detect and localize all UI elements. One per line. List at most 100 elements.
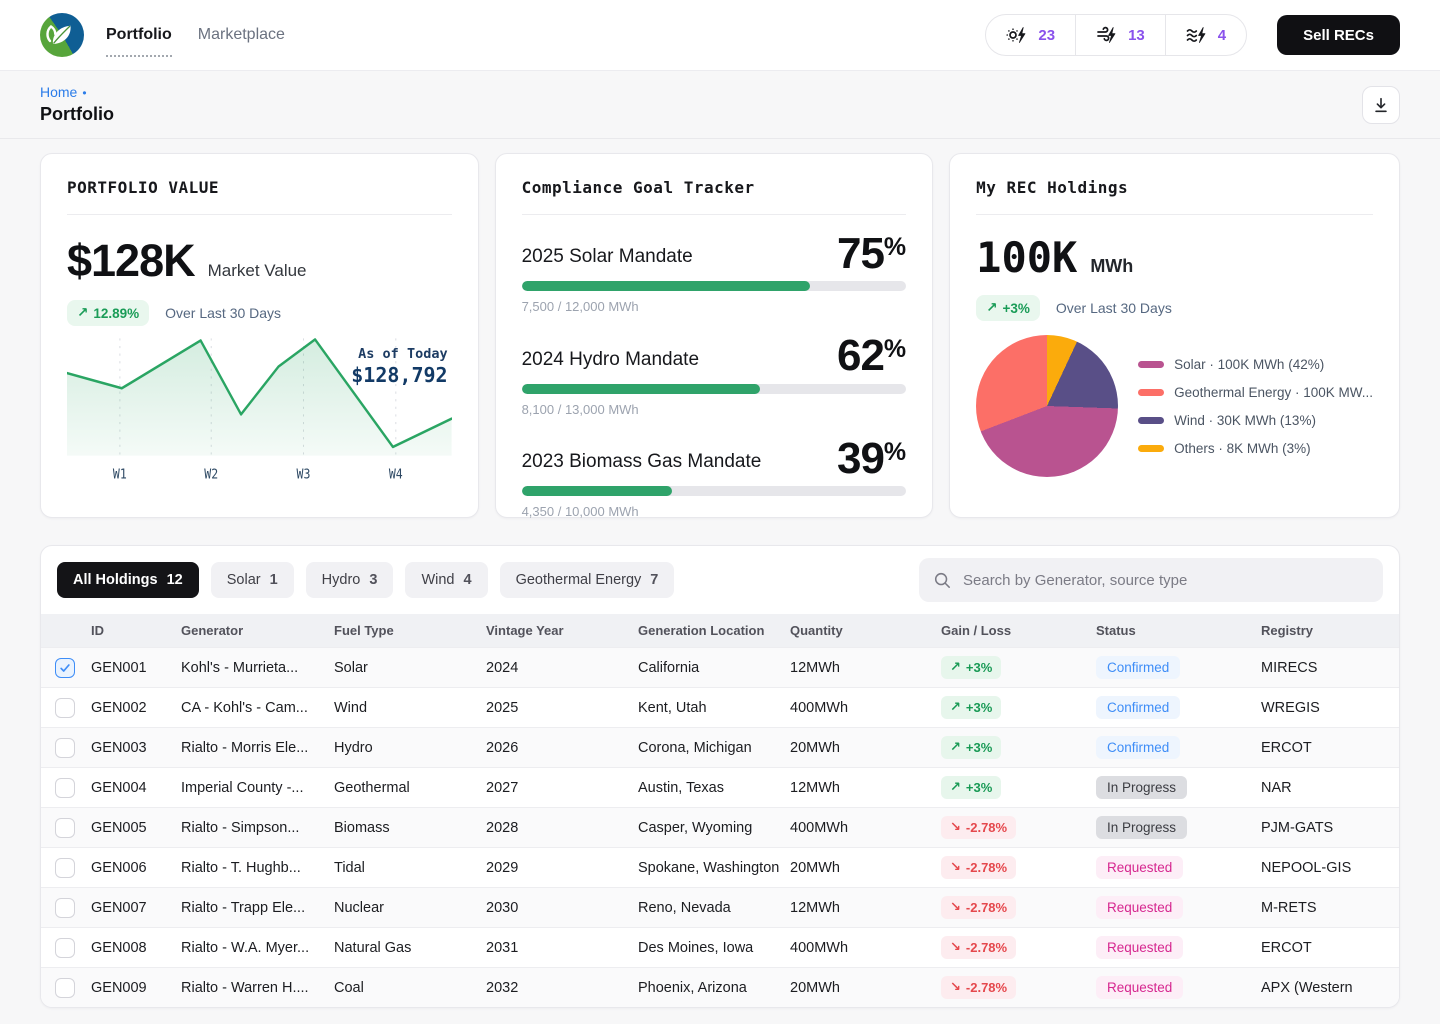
holdings-table-card: All Holdings 12 Solar 1 Hydro 3 Wind 4 Geotherma… (40, 545, 1400, 1008)
cell-quantity: 12MWh (790, 899, 840, 916)
mandate-progress-bar (521, 486, 907, 497)
table-row-gen009[interactable]: GEN009 Rialto - Warren H.... Coal 2032 P… (41, 967, 1399, 1007)
page-title: Portfolio (40, 104, 114, 124)
cell-fuel-type: Wind (334, 699, 368, 716)
cell-vintage-year: 2030 (486, 899, 519, 916)
annotation-value: $128,792 (351, 363, 448, 387)
table-row-gen006[interactable]: GEN006 Rialto - T. Hughb... Tidal 2029 S… (41, 847, 1399, 887)
table-filter-row: All Holdings 12 Solar 1 Hydro 3 Wind 4 Geotherma… (41, 546, 1399, 614)
gain-loss-badge: ↘ -2.78% (941, 856, 1017, 879)
portfolio-line-chart: W1 W2 W3 W4 As of Today $128,792 (67, 334, 452, 486)
status-badge: Confirmed (1096, 656, 1181, 679)
row-checkbox[interactable] (55, 977, 75, 998)
divider (976, 214, 1373, 215)
cell-vintage-year: 2028 (486, 819, 519, 836)
filter-chip-wind[interactable]: Wind 4 (405, 562, 488, 598)
mandate-detail: 7,500 / 12,000 MWh (521, 299, 639, 315)
row-checkbox[interactable] (55, 697, 75, 718)
cell-location: Casper, Wyoming (638, 819, 753, 836)
row-checkbox[interactable] (55, 937, 75, 958)
chart-annotation: As of Today $128,792 (351, 346, 447, 387)
cell-quantity: 20MWh (790, 859, 840, 876)
trending-down-icon: ↘ (950, 820, 961, 835)
gain-loss-badge: ↘ -2.78% (941, 936, 1017, 959)
gain-loss-badge: ↗ +3% (941, 696, 1002, 719)
cell-quantity: 400MWh (790, 699, 849, 716)
filter-chip-geothermal-energy[interactable]: Geothermal Energy 7 (499, 562, 675, 598)
table-row-gen005[interactable]: GEN005 Rialto - Simpson... Biomass 2028 … (41, 807, 1399, 847)
table-row-gen004[interactable]: GEN004 Imperial County -... Geothermal 2… (41, 767, 1399, 807)
market-value-label: Market Value (207, 261, 307, 280)
trend-badge: ↗ 12.89% (67, 300, 150, 326)
cell-quantity: 12MWh (790, 659, 840, 676)
status-badge: Confirmed (1096, 696, 1181, 719)
search-input[interactable] (961, 570, 1369, 590)
gain-loss-badge: ↗ +3% (941, 736, 1002, 759)
row-checkbox[interactable] (55, 737, 75, 758)
nav-tab-marketplace[interactable]: Marketplace (197, 26, 285, 43)
row-checkbox[interactable] (55, 817, 75, 838)
card-title: PORTFOLIO VALUE (67, 178, 219, 197)
primary-nav: Portfolio Marketplace (106, 26, 285, 57)
cell-fuel-type: Hydro (334, 739, 373, 756)
status-badge: Requested (1096, 896, 1184, 919)
cell-registry: ERCOT (1261, 739, 1312, 756)
rec-counter-solar[interactable]: 23 (986, 15, 1075, 55)
filter-chip-all-holdings[interactable]: All Holdings 12 (57, 562, 199, 598)
row-checkbox[interactable] (55, 897, 75, 918)
rec-counter-hydro[interactable]: 4 (1164, 15, 1246, 55)
top-navbar: Portfolio Marketplace 23 13 4 Sell RECs (0, 0, 1440, 71)
trending-down-icon: ↘ (950, 860, 961, 875)
summary-cards: PORTFOLIO VALUE $128K Market Value ↗ 12.8… (0, 139, 1440, 519)
cell-fuel-type: Biomass (334, 819, 390, 836)
cell-vintage-year: 2031 (486, 939, 519, 956)
mandate-item: 2024 Hydro Mandate 62% 8,100 / 13,000 MW… (521, 334, 907, 417)
column-status: Status (1096, 623, 1136, 638)
table-header: ID Generator Fuel Type Vintage Year Generati… (41, 614, 1399, 647)
gain-loss-badge: ↘ -2.78% (941, 976, 1017, 999)
mandate-label: 2023 Biomass Gas Mandate (521, 451, 762, 473)
svg-text:W4: W4 (389, 467, 403, 482)
mandate-progress-bar (521, 383, 907, 394)
download-icon (1375, 97, 1387, 112)
cell-fuel-type: Geothermal (334, 779, 410, 796)
mandate-progress-bar (521, 281, 907, 292)
rec-counter-wind[interactable]: 13 (1075, 15, 1165, 55)
trending-up-icon: ↗ (986, 300, 998, 316)
filter-chip-solar[interactable]: Solar 1 (210, 562, 294, 598)
filter-chips: All Holdings 12 Solar 1 Hydro 3 Wind 4 Geotherma… (57, 562, 675, 598)
gain-loss-badge: ↘ -2.78% (941, 896, 1017, 919)
counter-value: 4 (1217, 26, 1227, 44)
row-checkbox[interactable] (55, 657, 75, 678)
cell-location: California (638, 659, 700, 676)
cell-registry: APX (Western (1261, 979, 1353, 996)
table-row-gen001[interactable]: GEN001 Kohl's - Murrieta... Solar 2024 C… (41, 647, 1399, 687)
divider (67, 214, 452, 215)
download-button[interactable] (1362, 85, 1400, 124)
breadcrumb-band: Home • Portfolio (0, 71, 1440, 139)
breadcrumb-home-link[interactable]: Home (40, 84, 78, 100)
table-row-gen007[interactable]: GEN007 Rialto - Trapp Ele... Nuclear 203… (41, 887, 1399, 927)
compliance-goal-card: Compliance Goal Tracker 2025 Solar Manda… (494, 153, 934, 519)
card-title: My REC Holdings (976, 178, 1129, 197)
search-box[interactable] (919, 558, 1383, 602)
table-row-gen003[interactable]: GEN003 Rialto - Morris Ele... Hydro 2026… (41, 727, 1399, 767)
sell-recs-button[interactable]: Sell RECs (1277, 15, 1400, 55)
cell-location: Reno, Nevada (638, 899, 731, 916)
counter-value: 23 (1038, 26, 1056, 44)
table-row-gen002[interactable]: GEN002 CA - Kohl's - Cam... Wind 2025 Ke… (41, 687, 1399, 727)
cell-registry: MIRECS (1261, 659, 1318, 676)
filter-chip-hydro[interactable]: Hydro 3 (305, 562, 394, 598)
card-title: Compliance Goal Tracker (521, 178, 755, 197)
cell-quantity: 12MWh (790, 779, 840, 796)
svg-text:W2: W2 (204, 467, 218, 482)
cell-fuel-type: Solar (334, 659, 368, 676)
cell-generator: Rialto - W.A. Myer... (181, 939, 310, 956)
row-checkbox[interactable] (55, 777, 75, 798)
mandate-label: 2024 Hydro Mandate (521, 348, 700, 370)
nav-tab-portfolio[interactable]: Portfolio (106, 26, 172, 57)
table-row-gen008[interactable]: GEN008 Rialto - W.A. Myer... Natural Gas… (41, 927, 1399, 967)
row-checkbox[interactable] (55, 857, 75, 878)
cell-location: Corona, Michigan (638, 739, 752, 756)
cell-registry: M-RETS (1261, 899, 1317, 916)
